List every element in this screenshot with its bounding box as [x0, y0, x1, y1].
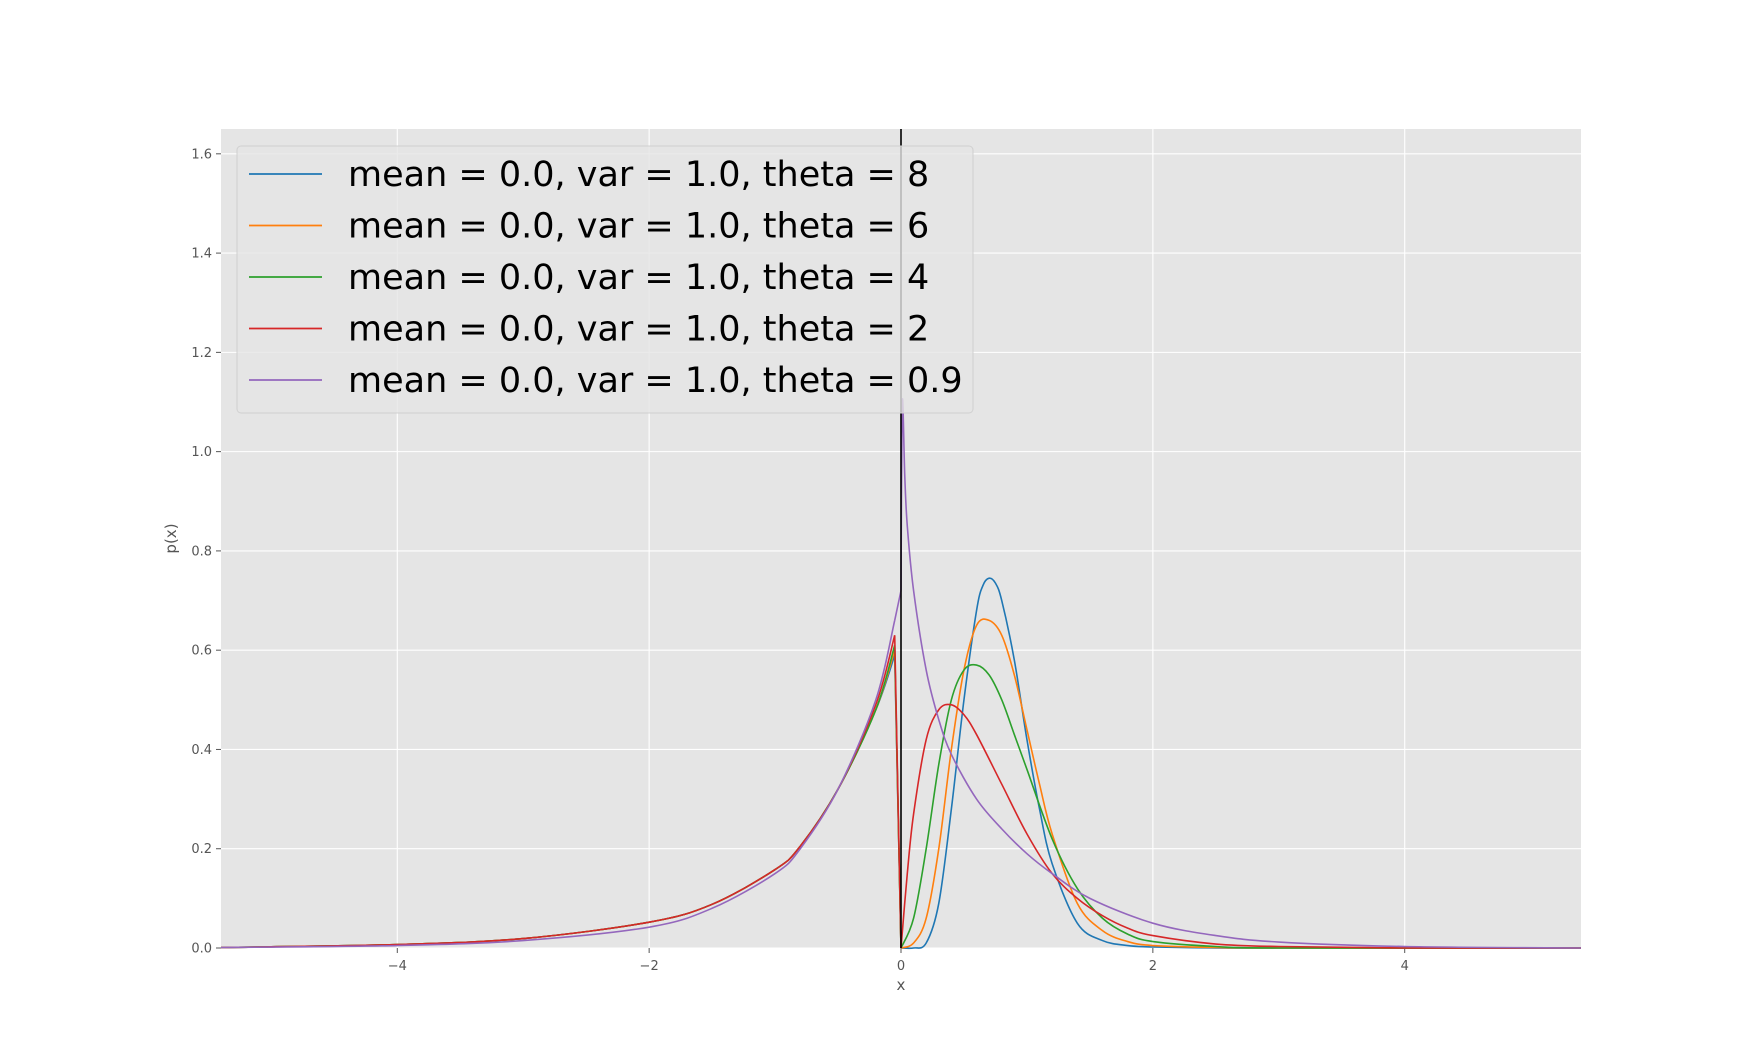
- y-tick-label: 0.2: [191, 842, 212, 857]
- series-lines: [220, 398, 1582, 950]
- legend-entry-label: mean = 0.0, var = 1.0, theta = 2: [348, 310, 929, 350]
- legend: mean = 0.0, var = 1.0, theta = 8 mean = 0…: [236, 145, 974, 414]
- x-tick-label: −4: [388, 959, 407, 974]
- legend-entry-label: mean = 0.0, var = 1.0, theta = 6: [348, 207, 929, 247]
- series-path: [900, 618, 1582, 949]
- x-tick-label: 0: [897, 959, 905, 974]
- x-axis-label: x: [897, 976, 906, 994]
- y-tick-label: 1.4: [191, 247, 212, 262]
- y-tick-label: 1.6: [191, 147, 212, 162]
- legend-entry-label: mean = 0.0, var = 1.0, theta = 0.9: [348, 361, 963, 401]
- y-tick-label: 0.0: [191, 942, 212, 957]
- series-path: [900, 703, 1582, 949]
- series-line-4: [220, 398, 1582, 949]
- series-path: [220, 620, 896, 949]
- series-path: [900, 663, 1582, 949]
- legend-box: [236, 145, 974, 414]
- y-tick-label: 0.4: [191, 743, 212, 758]
- legend-entry-label: mean = 0.0, var = 1.0, theta = 4: [348, 258, 929, 298]
- y-tick-label: 0.8: [191, 544, 212, 559]
- legend-entry-label: mean = 0.0, var = 1.0, theta = 8: [348, 155, 929, 195]
- x-tick-label: −2: [640, 959, 659, 974]
- series-jump: [893, 590, 902, 621]
- y-tick-label: 1.0: [191, 445, 212, 460]
- x-tick-label: 2: [1149, 959, 1157, 974]
- series-jump: [893, 635, 902, 949]
- y-tick-label: 1.2: [191, 346, 212, 361]
- y-tick-label: 0.6: [191, 644, 212, 659]
- series-path: [900, 577, 1581, 950]
- axes: −4 −2 0 2 4 0.0 0.2 0.4 0.6 0.8 1.0 1.2 1.4 1.6: [191, 147, 1409, 974]
- series-path: [900, 398, 1582, 949]
- y-axis-label: p(x): [162, 523, 180, 553]
- x-tick-label: 4: [1401, 959, 1409, 974]
